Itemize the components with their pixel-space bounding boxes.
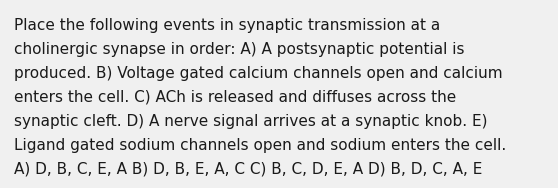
Text: produced. B) Voltage gated calcium channels open and calcium: produced. B) Voltage gated calcium chann… xyxy=(14,66,503,81)
Text: A) D, B, C, E, A B) D, B, E, A, C C) B, C, D, E, A D) B, D, C, A, E: A) D, B, C, E, A B) D, B, E, A, C C) B, … xyxy=(14,162,482,177)
Text: enters the cell. C) ACh is released and diffuses across the: enters the cell. C) ACh is released and … xyxy=(14,90,456,105)
Text: Place the following events in synaptic transmission at a: Place the following events in synaptic t… xyxy=(14,18,440,33)
Text: Ligand gated sodium channels open and sodium enters the cell.: Ligand gated sodium channels open and so… xyxy=(14,138,506,153)
Text: cholinergic synapse in order: A) A postsynaptic potential is: cholinergic synapse in order: A) A posts… xyxy=(14,42,464,57)
Text: synaptic cleft. D) A nerve signal arrives at a synaptic knob. E): synaptic cleft. D) A nerve signal arrive… xyxy=(14,114,488,129)
